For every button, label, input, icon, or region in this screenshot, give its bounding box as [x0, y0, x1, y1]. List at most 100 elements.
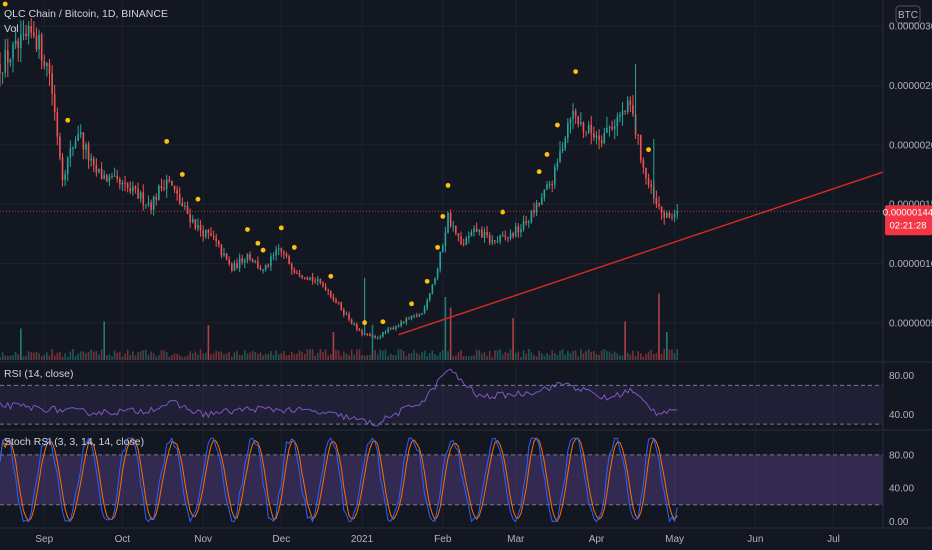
candle-body [436, 269, 439, 278]
candle-body [462, 243, 465, 245]
price-pane[interactable]: QLC Chain / Bitcoin, 1D, BINANCE Vol [0, 1, 884, 360]
volume-bar [415, 353, 418, 360]
candle-body [53, 93, 56, 113]
candle-body [428, 293, 431, 301]
candle-body [119, 178, 121, 185]
volume-bar [462, 355, 465, 360]
volume-bar [426, 356, 428, 360]
rsi-tick-label: 80.00 [889, 371, 914, 382]
volume-bar [527, 348, 530, 360]
signal-marker [445, 183, 451, 188]
volume-bar [119, 351, 121, 360]
volume-bar [181, 356, 184, 360]
candle-body [600, 140, 603, 144]
candle-body [20, 34, 22, 49]
volume-bar [345, 353, 348, 360]
candle-body [624, 110, 626, 112]
candle-body [150, 202, 152, 210]
candle-body [171, 181, 173, 186]
price-axis[interactable]: BTC 0.000003000.000002500.000002000.0000… [882, 0, 932, 528]
candle-body [504, 235, 507, 238]
volume-bar [82, 351, 85, 360]
candle-body [108, 176, 111, 182]
trendline[interactable] [398, 171, 884, 336]
price-tick-label: 0.00000200 [889, 140, 932, 151]
volume-bar [22, 356, 25, 360]
volume-bar [465, 355, 468, 360]
volume-bar [251, 350, 254, 360]
last-price-label: 0.00000144 02:21:28 [883, 205, 932, 236]
candle-body [551, 184, 554, 186]
volume-bar [48, 355, 51, 360]
volume-bar [194, 351, 197, 360]
volume-bar [152, 353, 155, 360]
volume-bar [340, 355, 343, 360]
volume-bar [567, 350, 569, 360]
candle-body [257, 261, 259, 268]
volume-bar [233, 352, 236, 360]
signal-markers [2, 1, 651, 326]
volume-bar [77, 353, 79, 360]
volume-bar [478, 350, 481, 360]
candle-body [350, 319, 353, 324]
volume-bar [538, 350, 540, 360]
volume-bar [246, 353, 249, 360]
candle-body [590, 124, 593, 134]
volume-bar [389, 353, 392, 360]
candle-body [660, 206, 663, 213]
candle-body [559, 150, 561, 163]
candle-body [655, 197, 658, 205]
candle-body [611, 126, 613, 129]
candle-body [204, 229, 207, 237]
volume-bar [512, 318, 514, 360]
candle-body [603, 132, 606, 144]
candle-body [621, 110, 624, 116]
candle-body [132, 186, 134, 192]
stoch-rsi-pane[interactable]: Stoch RSI (3, 3, 14, 14, close) [0, 429, 932, 523]
volume-bar [184, 356, 186, 360]
volume-bar [475, 349, 478, 360]
stoch-title: Stoch RSI (3, 3, 14, 14, close) [4, 436, 144, 448]
volume-bar [309, 349, 311, 360]
candle-body [1, 72, 4, 74]
candle-body [517, 226, 520, 233]
candle-body [100, 168, 103, 179]
currency-badge[interactable] [895, 5, 921, 24]
volume-bar [272, 355, 275, 360]
volume-bar [228, 352, 231, 360]
candle-body [35, 36, 38, 50]
countdown-value: 02:21:28 [890, 220, 927, 231]
volume-bar [663, 348, 666, 360]
volume-bar [369, 354, 371, 360]
candle-body [129, 187, 132, 192]
time-axis[interactable]: Sep Oct Nov Dec 2021 Feb Mar Apr May Jun Jul [0, 527, 932, 545]
candle-body [327, 290, 330, 292]
volume-bar [530, 352, 533, 360]
candle-body [189, 213, 191, 223]
candle-body [92, 158, 95, 165]
volume-bar [574, 350, 577, 360]
volume-bar [400, 349, 402, 360]
candle-body [126, 183, 129, 188]
candle-body [499, 235, 501, 242]
volume-bar [314, 355, 316, 360]
candle-body [501, 235, 504, 237]
volume-bar [7, 355, 9, 360]
rsi-pane[interactable]: RSI (14, close) [0, 361, 932, 427]
volume-bar [374, 349, 376, 360]
volume-bar [53, 355, 56, 360]
time-tick-label: Sep [35, 534, 53, 545]
volume-bar [145, 349, 147, 360]
candle-body [113, 175, 116, 177]
volume-bar [580, 348, 582, 360]
volume-bar [316, 352, 319, 360]
candle-body [298, 273, 301, 276]
volume-label: Vol [4, 23, 19, 35]
candle-body [345, 314, 348, 316]
candle-body [111, 175, 113, 177]
candle-body [121, 182, 124, 185]
volume-bar [660, 353, 663, 360]
candle-body [514, 226, 517, 237]
candle-body [324, 286, 327, 291]
